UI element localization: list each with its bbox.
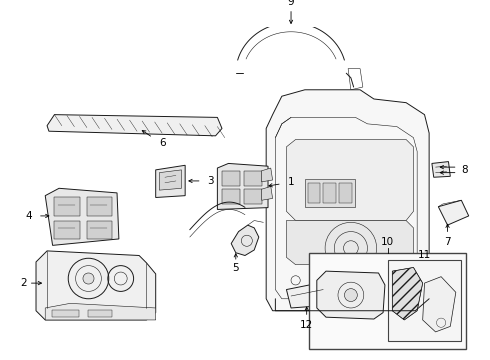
Bar [54, 221, 80, 239]
Polygon shape [36, 251, 156, 320]
Polygon shape [317, 271, 385, 319]
Bar [310, 253, 466, 350]
Text: 1: 1 [288, 177, 294, 187]
Polygon shape [287, 139, 414, 221]
Bar [244, 189, 263, 204]
Polygon shape [262, 186, 272, 200]
Bar [323, 183, 336, 203]
Text: 8: 8 [461, 165, 467, 175]
Text: 6: 6 [159, 138, 166, 148]
Bar [87, 198, 112, 216]
Text: 12: 12 [300, 320, 313, 329]
Bar [305, 179, 355, 207]
Polygon shape [392, 267, 423, 320]
Polygon shape [47, 114, 222, 136]
Bar [388, 260, 462, 341]
Polygon shape [45, 303, 156, 320]
Polygon shape [156, 165, 185, 198]
Polygon shape [45, 188, 119, 246]
Bar [339, 183, 352, 203]
Polygon shape [423, 277, 456, 332]
Polygon shape [432, 162, 450, 177]
Text: 9: 9 [288, 0, 294, 7]
Bar [51, 310, 79, 317]
Circle shape [344, 289, 357, 302]
Text: 10: 10 [381, 237, 394, 247]
Text: 4: 4 [25, 211, 32, 221]
Polygon shape [287, 221, 414, 265]
Bar [222, 189, 241, 204]
Bar [308, 183, 320, 203]
Text: 3: 3 [208, 176, 214, 186]
Bar [244, 171, 263, 185]
Polygon shape [287, 283, 332, 308]
Bar [89, 310, 112, 317]
Text: 5: 5 [232, 264, 239, 273]
Circle shape [83, 273, 94, 284]
Text: 11: 11 [418, 251, 431, 261]
Polygon shape [231, 225, 259, 256]
Polygon shape [266, 90, 429, 311]
Text: 7: 7 [444, 237, 451, 247]
Bar [54, 198, 80, 216]
Text: 2: 2 [20, 278, 26, 288]
Polygon shape [439, 200, 469, 225]
Polygon shape [218, 163, 268, 210]
Polygon shape [262, 168, 272, 182]
Bar [87, 221, 112, 239]
Polygon shape [159, 170, 181, 190]
Bar [222, 171, 241, 185]
